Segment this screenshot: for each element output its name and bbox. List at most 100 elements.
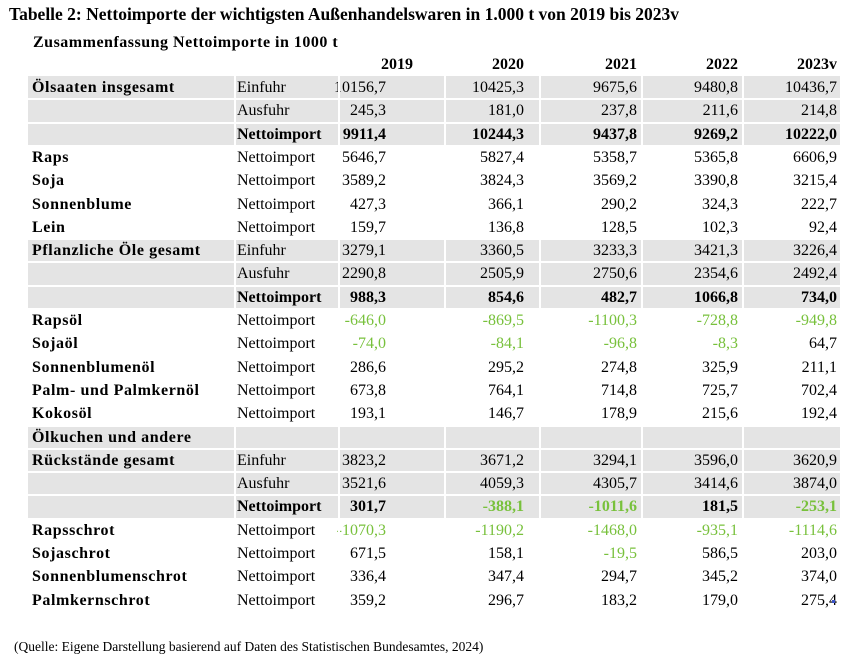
table-row: Sojaschrot Nettoimport 671,5 158,1 -19,5 586,… bbox=[28, 542, 840, 565]
value-cell: 64,7 bbox=[809, 335, 837, 353]
value-cell: 366,1 bbox=[488, 195, 524, 213]
value-cell: 136,8 bbox=[488, 218, 524, 236]
value-cell: 854,6 bbox=[488, 288, 524, 306]
value-cell: 3569,2 bbox=[593, 172, 637, 190]
value-cell: 359,2 bbox=[350, 591, 386, 609]
row-divider bbox=[28, 377, 840, 380]
value-cell: 2354,6 bbox=[694, 265, 738, 283]
value-cell: 4305,7 bbox=[593, 475, 637, 493]
source-note: (Quelle: Eigene Darstellung basierend au… bbox=[14, 639, 484, 654]
value-cell: -1114,6 bbox=[788, 521, 837, 539]
value-cell: -8,3 bbox=[712, 335, 738, 353]
value-cell: 3414,6 bbox=[694, 475, 738, 493]
value-cell: 193,1 bbox=[350, 405, 386, 423]
value-cell bbox=[547, 426, 637, 449]
row-type: Nettoimport bbox=[237, 148, 316, 166]
table-row: Sojaöl Nettoimport -74,0 -84,1 -96,8 -8,3 64,7 bbox=[28, 332, 840, 355]
row-label: Sonnenblumenöl bbox=[32, 358, 156, 376]
value-cell: 203,0 bbox=[801, 545, 837, 562]
row-divider bbox=[28, 284, 840, 287]
row-label: Sojaöl bbox=[32, 335, 79, 353]
row-type: Ausfuhr bbox=[237, 265, 290, 283]
table-row: Palmkernschrot Nettoimport 359,2 296,7 183,2… bbox=[28, 589, 840, 612]
value-cell: -1011,6 bbox=[588, 498, 637, 516]
value-cell: -646,0 bbox=[344, 312, 386, 329]
row-divider bbox=[28, 587, 840, 590]
value-cell bbox=[747, 426, 837, 449]
value-cell: 275,4 bbox=[801, 591, 837, 609]
value-cell: 10436,7 bbox=[785, 79, 837, 96]
row-divider bbox=[28, 447, 840, 450]
year-header-0: 2019 bbox=[381, 56, 413, 73]
value-cell: 274,8 bbox=[601, 358, 637, 376]
row-type: Nettoimport bbox=[237, 568, 316, 586]
row-label: Sonnenblume bbox=[32, 195, 132, 213]
value-cell: 9675,6 bbox=[593, 79, 637, 96]
value-cell: 9911,4 bbox=[342, 125, 386, 143]
value-cell: 3360,5 bbox=[480, 242, 524, 260]
value-cell: 3823,2 bbox=[342, 451, 386, 469]
value-cell: 294,7 bbox=[601, 568, 637, 586]
table-row: Sonnenblumenöl Nettoimport 286,6 295,2 274,8… bbox=[28, 356, 840, 379]
row-type: Nettoimport bbox=[237, 545, 316, 562]
value-cell: 181,0 bbox=[488, 102, 524, 120]
column-divider bbox=[742, 74, 744, 604]
row-label: Soja bbox=[32, 172, 65, 190]
row-divider bbox=[28, 471, 840, 474]
value-cell: 9480,8 bbox=[694, 79, 738, 96]
value-cell: 3671,2 bbox=[480, 451, 524, 469]
value-cell: 2505,9 bbox=[480, 265, 524, 283]
value-cell: -869,5 bbox=[482, 312, 524, 329]
row-label: Ölkuchen und andere bbox=[32, 428, 192, 446]
value-cell: 181,5 bbox=[702, 498, 738, 516]
row-type: Ausfuhr bbox=[237, 102, 290, 120]
value-cell: 290,2 bbox=[601, 195, 637, 213]
row-type: Ausfuhr bbox=[237, 475, 290, 493]
value-cell: -96,8 bbox=[603, 335, 637, 353]
column-divider bbox=[641, 74, 643, 604]
value-cell: 988,3 bbox=[350, 288, 386, 306]
value-cell: -388,1 bbox=[482, 498, 524, 516]
value-cell: 3421,3 bbox=[694, 242, 738, 260]
value-cell bbox=[296, 426, 386, 449]
column-divider bbox=[338, 74, 340, 604]
year-header-4: 2023v bbox=[797, 56, 837, 73]
value-cell: 336,4 bbox=[350, 568, 386, 586]
value-cell: 5358,7 bbox=[593, 148, 637, 166]
row-label: Pflanzliche Öle gesamt bbox=[32, 242, 201, 260]
row-label: Kokosöl bbox=[32, 405, 93, 423]
row-type: Nettoimport bbox=[237, 195, 316, 213]
value-cell: 301,7 bbox=[350, 498, 386, 516]
value-cell: -253,1 bbox=[795, 498, 837, 516]
value-cell: 3294,1 bbox=[593, 451, 637, 469]
value-cell: 3824,3 bbox=[480, 172, 524, 190]
value-cell: 325,9 bbox=[702, 358, 738, 376]
value-cell: 3233,3 bbox=[593, 242, 637, 260]
table-row: Ausfuhr 245,3 181,0 237,8 211,6 214,8 bbox=[28, 99, 840, 123]
year-header-3: 2022 bbox=[706, 56, 738, 73]
value-cell: 482,7 bbox=[601, 288, 637, 306]
value-cell: 211,6 bbox=[702, 102, 738, 120]
value-cell: 2492,4 bbox=[793, 265, 837, 283]
value-cell: 3215,4 bbox=[793, 172, 837, 190]
value-cell bbox=[648, 426, 738, 449]
table-row: Pflanzliche Öle gesamt Einfuhr 3279,1 3360,… bbox=[28, 239, 840, 263]
table-row: Ausfuhr 2290,8 2505,9 2750,6 2354,6 2492,4 bbox=[28, 262, 840, 286]
column-divider bbox=[539, 74, 541, 604]
value-cell: -74,0 bbox=[352, 335, 386, 353]
year-header-2: 2021 bbox=[605, 56, 637, 73]
row-label: Rückstände gesamt bbox=[32, 451, 176, 469]
value-cell: -728,8 bbox=[696, 312, 738, 329]
value-cell: 2750,6 bbox=[593, 265, 637, 283]
value-cell: 3874,0 bbox=[793, 475, 837, 493]
value-cell: -19,5 bbox=[603, 545, 637, 562]
value-cell: 3620,9 bbox=[793, 451, 837, 469]
value-cell: 671,5 bbox=[350, 545, 386, 562]
value-cell: 222,7 bbox=[801, 195, 837, 213]
table-row: Nettoimport 9911,4 10244,3 9437,8 9269,2 1022… bbox=[28, 122, 840, 146]
row-type: Einfuhr bbox=[237, 79, 286, 96]
table-row: Rückstände gesamt Einfuhr 3823,2 3671,2 3294… bbox=[28, 448, 840, 472]
row-divider bbox=[28, 354, 840, 357]
row-divider bbox=[28, 191, 840, 194]
table-resize-handle[interactable] bbox=[832, 600, 835, 603]
